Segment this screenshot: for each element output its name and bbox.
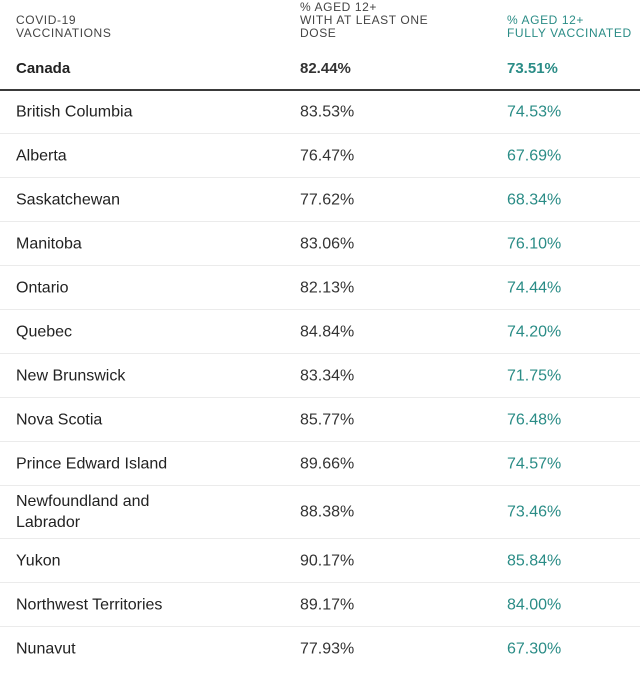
province-name: Nova Scotia	[16, 411, 103, 428]
header-one-dose: % AGED 12+ WITH AT LEAST ONE DOSE	[300, 0, 429, 40]
header-fully-vaccinated: % AGED 12+ FULLY VACCINATED	[507, 13, 632, 40]
table-row: Prince Edward Island 89.66% 74.57%	[0, 442, 640, 486]
fully-value: 74.44%	[507, 279, 562, 296]
province-name: Manitoba	[16, 235, 82, 252]
fully-value: 67.30%	[507, 640, 562, 657]
table-row: New Brunswick 83.34% 71.75%	[0, 354, 640, 398]
total-name: Canada	[16, 60, 71, 77]
total-fully: 73.51%	[507, 60, 558, 77]
fully-value: 76.10%	[507, 235, 562, 252]
one-dose-value: 84.84%	[300, 323, 355, 340]
province-name: Alberta	[16, 147, 67, 164]
province-name: Northwest Territories	[16, 596, 163, 613]
table-row: Manitoba 83.06% 76.10%	[0, 222, 640, 266]
table-row: British Columbia 83.53% 74.53%	[0, 90, 640, 134]
fully-value: 71.75%	[507, 367, 562, 384]
one-dose-value: 82.13%	[300, 279, 355, 296]
table-row: Ontario 82.13% 74.44%	[0, 266, 640, 310]
fully-value: 73.46%	[507, 503, 562, 521]
fully-value: 68.34%	[507, 191, 562, 208]
province-name: British Columbia	[16, 103, 133, 120]
one-dose-value: 76.47%	[300, 147, 355, 164]
table-row: Quebec 84.84% 74.20%	[0, 310, 640, 354]
one-dose-value: 85.77%	[300, 411, 355, 428]
one-dose-value: 89.66%	[300, 455, 355, 472]
table-row: Saskatchewan 77.62% 68.34%	[0, 178, 640, 222]
province-name: Nunavut	[16, 640, 76, 657]
province-name: Newfoundland and Labrador	[16, 493, 150, 531]
table-row: Northwest Territories 89.17% 84.00%	[0, 583, 640, 627]
province-name: New Brunswick	[16, 367, 126, 384]
province-name: Ontario	[16, 279, 69, 296]
province-name: Yukon	[16, 552, 61, 569]
province-name: Prince Edward Island	[16, 455, 168, 472]
fully-value: 85.84%	[507, 552, 562, 569]
header-vaccinations: COVID-19 VACCINATIONS	[16, 13, 112, 40]
province-name: Quebec	[16, 323, 73, 340]
one-dose-value: 90.17%	[300, 552, 355, 569]
fully-value: 84.00%	[507, 596, 562, 613]
fully-value: 74.57%	[507, 455, 562, 472]
table-row: Nova Scotia 85.77% 76.48%	[0, 398, 640, 442]
fully-value: 74.53%	[507, 103, 562, 120]
total-row: Canada 82.44% 73.51%	[0, 58, 640, 91]
one-dose-value: 83.06%	[300, 235, 355, 252]
one-dose-value: 83.53%	[300, 103, 355, 120]
table-body: British Columbia 83.53% 74.53% Alberta 76.4…	[0, 90, 640, 670]
fully-value: 74.20%	[507, 323, 562, 340]
fully-value: 76.48%	[507, 411, 562, 428]
table-row: Alberta 76.47% 67.69%	[0, 134, 640, 178]
one-dose-value: 77.62%	[300, 191, 355, 208]
table-row: Nunavut 77.93% 67.30%	[0, 627, 640, 670]
fully-value: 67.69%	[507, 147, 562, 164]
table-row: Yukon 90.17% 85.84%	[0, 539, 640, 583]
one-dose-value: 83.34%	[300, 367, 355, 384]
one-dose-value: 89.17%	[300, 596, 355, 613]
one-dose-value: 77.93%	[300, 640, 355, 657]
table-row: Newfoundland and Labrador 88.38% 73.46%	[0, 486, 640, 539]
one-dose-value: 88.38%	[300, 503, 355, 521]
total-one-dose: 82.44%	[300, 60, 351, 77]
province-name: Saskatchewan	[16, 191, 121, 208]
